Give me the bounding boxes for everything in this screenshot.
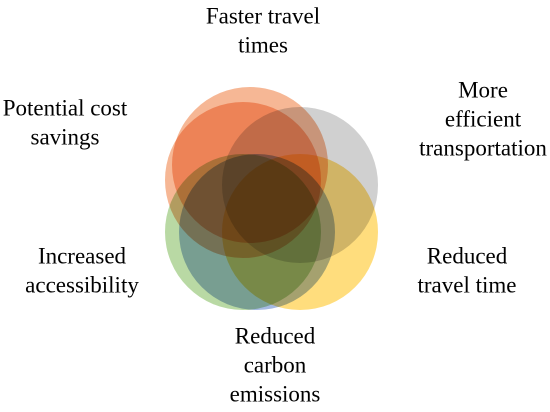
node-circle	[165, 102, 321, 258]
node-label: efficient	[445, 106, 522, 131]
node-label: Increased	[38, 243, 127, 268]
node-label: times	[238, 32, 288, 57]
node-label: transportation	[419, 135, 547, 160]
node-label: accessibility	[25, 272, 139, 297]
node-label: Reduced	[235, 323, 316, 348]
node-label: Potential cost	[3, 95, 128, 120]
node-label: Reduced	[427, 243, 508, 268]
node-label: Faster travel	[206, 3, 320, 28]
node-label: savings	[31, 124, 100, 149]
node-label: travel time	[418, 272, 517, 297]
node-label: More	[458, 77, 508, 102]
node-label: emissions	[230, 381, 321, 406]
node-label: carbon	[244, 352, 307, 377]
